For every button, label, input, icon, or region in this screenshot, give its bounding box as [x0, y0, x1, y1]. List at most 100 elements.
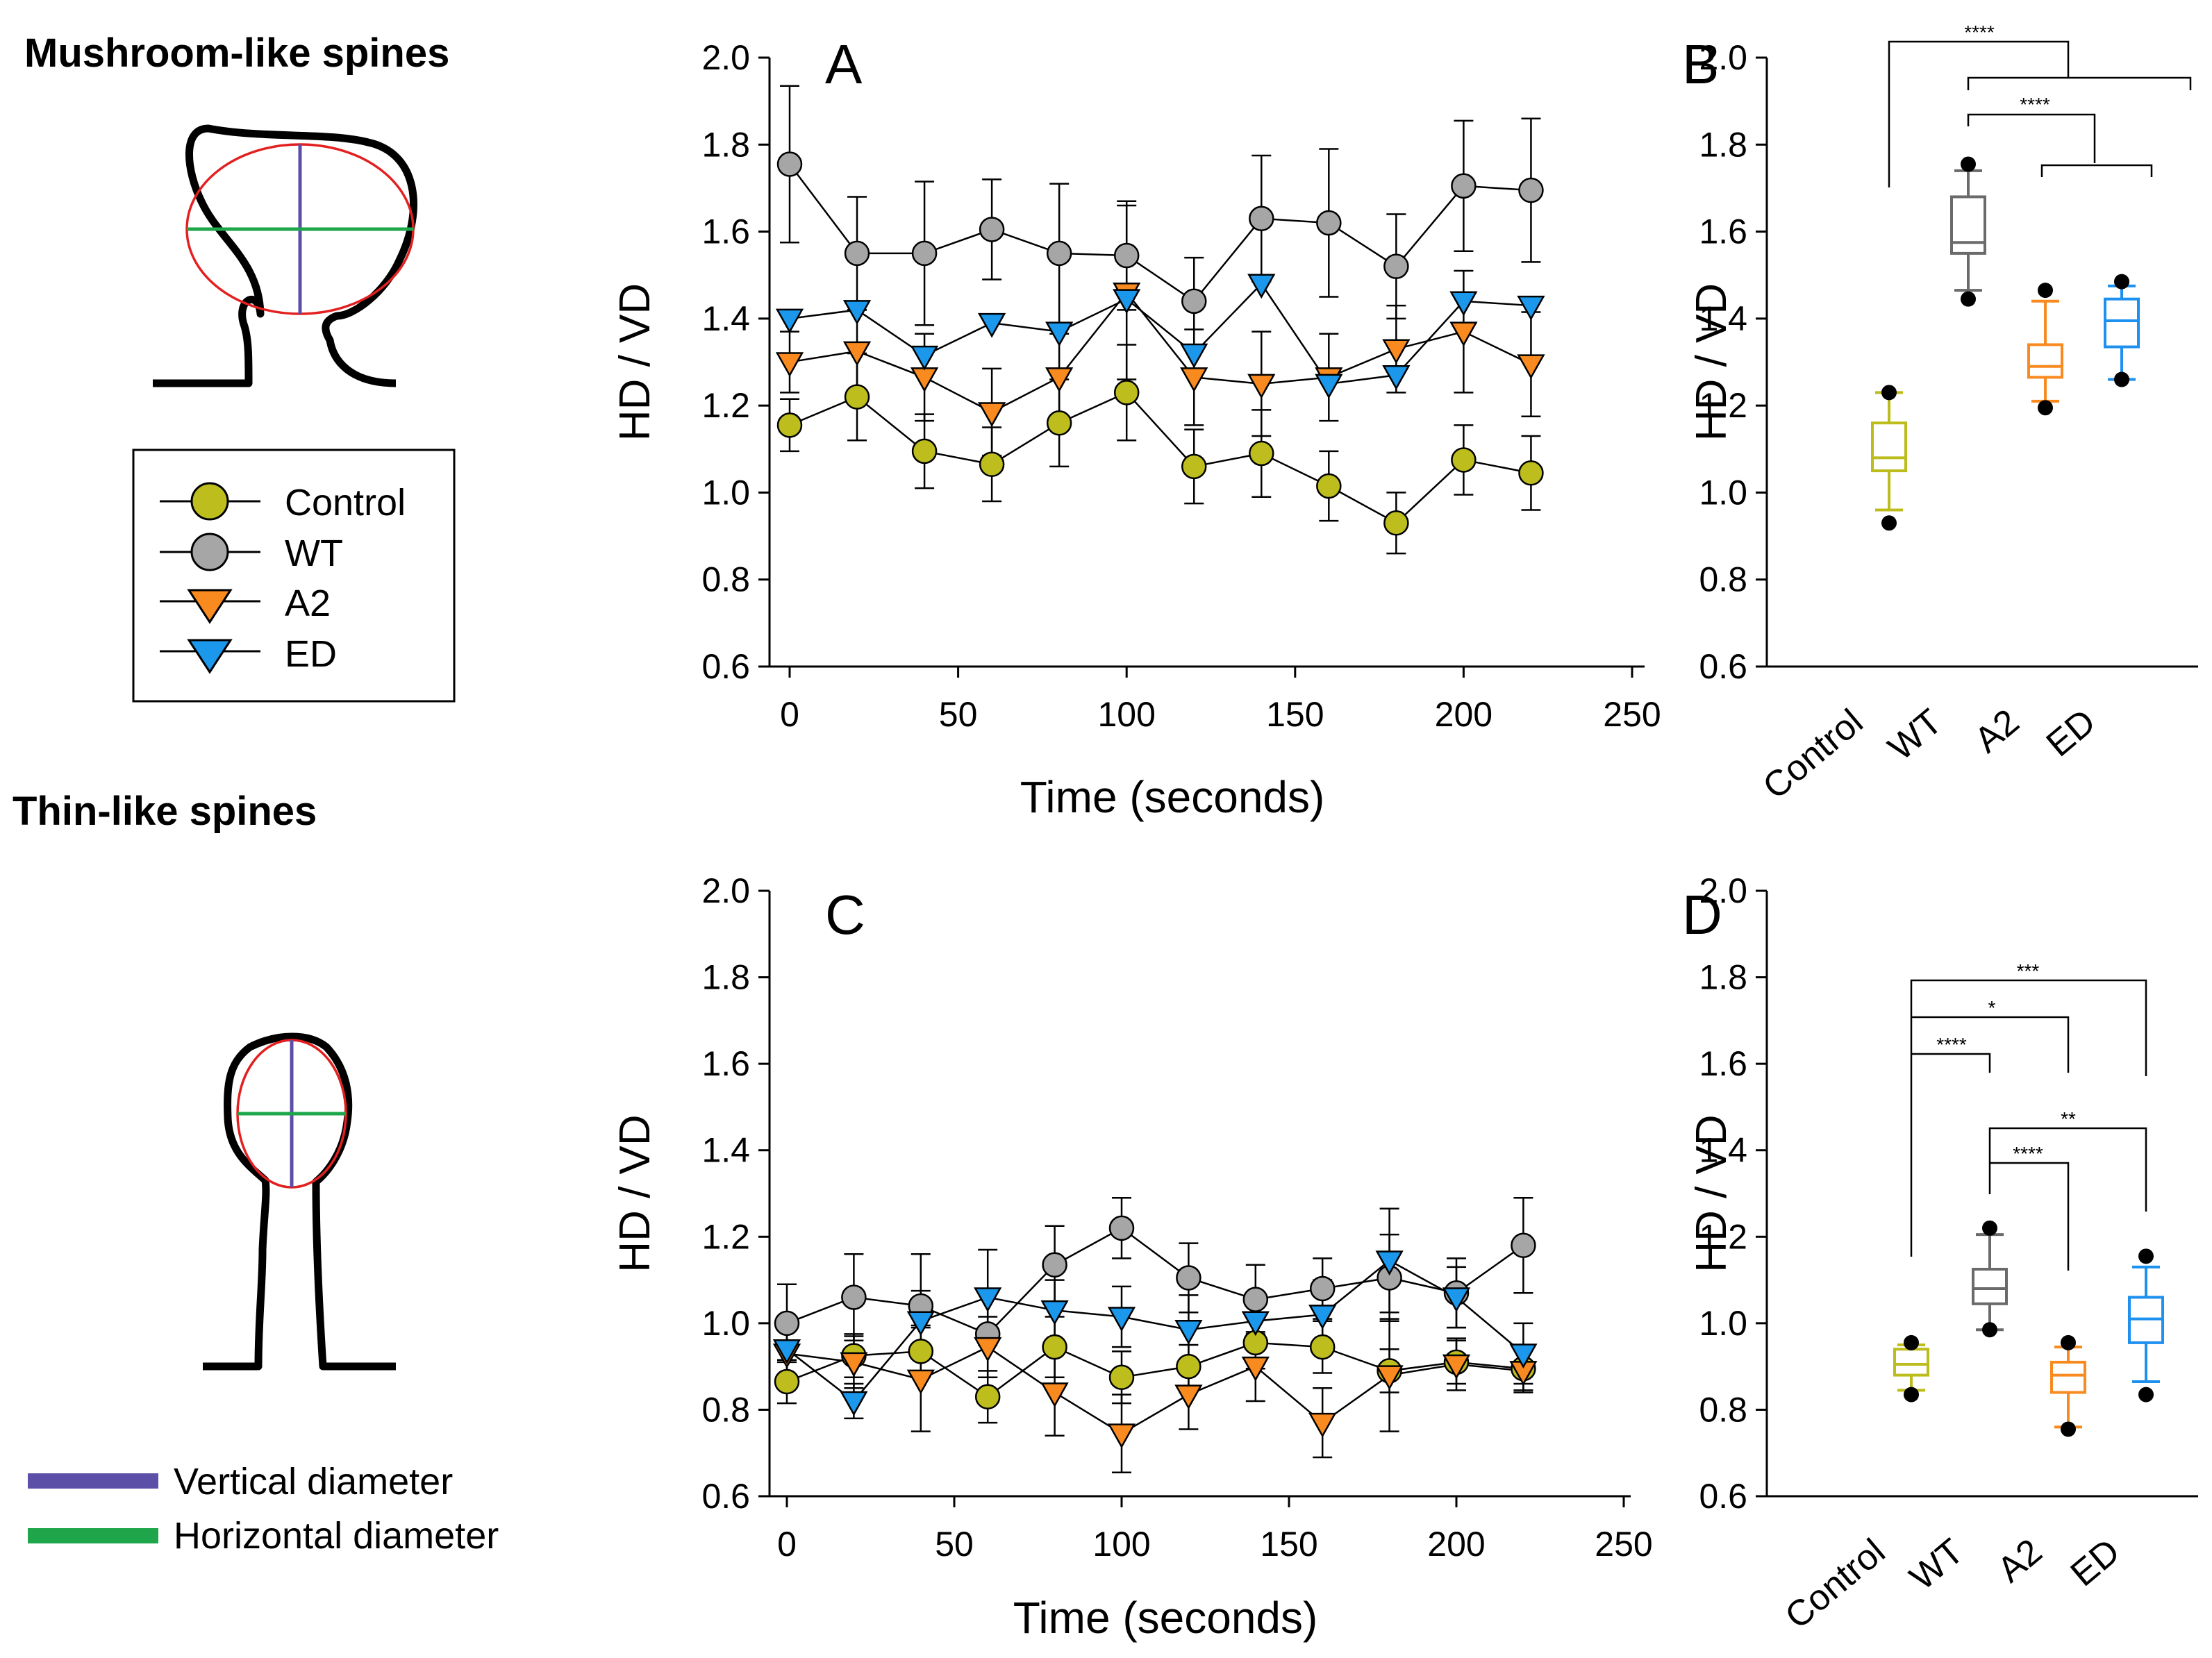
- outlier-point: [2138, 1248, 2154, 1264]
- data-point-a2: [910, 367, 939, 392]
- data-point-a2: [974, 1337, 1002, 1362]
- box-wt: [1950, 156, 1986, 307]
- data-point-ed: [1308, 1305, 1337, 1330]
- data-point-ed: [1382, 365, 1411, 390]
- chart-panel-c: 2.0 1.8 1.6 1.4 1.2 1.0 0.8 0.6 HD / VD C 0 50 100 15…: [611, 871, 1653, 1643]
- data-point-control: [1309, 1334, 1336, 1360]
- a2-marker-icon: [187, 589, 233, 624]
- significance-label: ****: [2020, 94, 2050, 115]
- significance-bracket: [1888, 40, 2070, 187]
- chart-panel-d: 2.0 1.8 1.6 1.4 1.2 1.0 0.8 0.6 HD / VD D Control W…: [1682, 871, 2198, 1637]
- box-control: [1893, 1334, 1929, 1402]
- data-point-ed: [1040, 1300, 1069, 1325]
- data-point-a2: [1040, 1382, 1069, 1408]
- box-a2: [2050, 1334, 2086, 1437]
- data-point-wt: [1249, 206, 1274, 232]
- thin-spine-outline: [203, 1032, 396, 1371]
- data-point-ed: [906, 1311, 935, 1337]
- outlier-point: [2114, 274, 2129, 290]
- panel-label: B: [1682, 33, 1719, 95]
- data-point-ed: [910, 345, 939, 371]
- box-ed: [2128, 1248, 2164, 1402]
- data-point-ed: [840, 1391, 868, 1416]
- data-point-wt: [1108, 1215, 1135, 1241]
- x-tick-label: 50: [935, 1525, 974, 1564]
- outlier-point: [1904, 1387, 1919, 1402]
- data-point-ed: [1315, 374, 1343, 399]
- y-tick-label: 0.8: [701, 1390, 750, 1429]
- box-iqr: [2050, 1360, 2086, 1394]
- y-tick-label: 1.6: [1699, 1044, 1747, 1083]
- x-category-label: A2: [1990, 1531, 2049, 1590]
- data-point-ed: [1174, 1319, 1203, 1345]
- series-a2: [777, 1316, 1533, 1473]
- data-point-ed: [977, 312, 1006, 338]
- thin-title: Thin-like spines: [13, 789, 317, 834]
- data-point-ed: [1449, 291, 1478, 317]
- outlier-point: [2138, 1387, 2154, 1402]
- horizontal-diameter-label: Horizontal diameter: [174, 1515, 499, 1557]
- data-point-ed: [1247, 274, 1276, 299]
- y-tick-label: 1.0: [1699, 473, 1747, 512]
- y-tick-label: 0.6: [1699, 647, 1747, 686]
- data-point-control: [1316, 473, 1342, 499]
- outlier-point: [1904, 1334, 1919, 1350]
- significance-label: **: [2061, 1108, 2076, 1130]
- panel-label: D: [1682, 884, 1722, 946]
- data-point-a2: [1308, 1412, 1337, 1438]
- series-line: [786, 1259, 1524, 1402]
- outlier-point: [2114, 371, 2129, 387]
- legend-item-control: Control: [160, 482, 406, 524]
- y-tick-label: 1.8: [701, 958, 750, 997]
- series-wt: [777, 1196, 1533, 1378]
- data-point-wt: [979, 217, 1005, 242]
- data-point-a2: [1375, 1365, 1404, 1391]
- data-point-wt: [774, 1310, 800, 1337]
- legend-label-a2: A2: [285, 583, 331, 624]
- x-category-label: ED: [2063, 1531, 2128, 1594]
- data-point-control: [1113, 380, 1140, 405]
- outlier-point: [2061, 1334, 2076, 1350]
- legend-item-ed: ED: [160, 633, 337, 675]
- significance-label: ***: [2017, 960, 2040, 982]
- data-point-a2: [840, 1352, 868, 1378]
- data-point-control: [974, 1384, 1001, 1409]
- legend-label-control: Control: [285, 482, 406, 524]
- data-point-ed: [1509, 1343, 1538, 1369]
- data-point-wt: [1176, 1265, 1201, 1291]
- panel-label: A: [825, 33, 863, 95]
- data-point-control: [1176, 1353, 1201, 1380]
- y-axis-label: HD / VD: [1688, 1114, 1736, 1272]
- outlier-point: [2038, 400, 2053, 416]
- data-point-wt: [1383, 253, 1409, 279]
- significance-bracket: [1911, 1053, 1991, 1073]
- legend-label-wt: WT: [285, 533, 343, 574]
- series-ed: [777, 1207, 1533, 1420]
- data-point-control: [911, 438, 938, 464]
- x-tick-label: 150: [1266, 695, 1324, 734]
- x-tick-label: 50: [939, 695, 978, 734]
- data-point-control: [776, 412, 803, 438]
- wt-marker-icon: [190, 533, 229, 571]
- x-tick-label: 100: [1092, 1525, 1150, 1564]
- data-point-wt: [911, 240, 938, 267]
- y-tick-label: 2.0: [701, 38, 750, 77]
- outlier-point: [1881, 385, 1897, 401]
- data-point-control: [1383, 510, 1409, 536]
- data-point-a2: [1045, 367, 1074, 392]
- ed-marker-icon: [187, 639, 233, 674]
- y-tick-label: 1.4: [1699, 299, 1747, 338]
- y-tick-label: 0.6: [701, 647, 750, 686]
- x-tick-label: 0: [777, 1525, 797, 1564]
- x-category-label: A2: [1967, 701, 2027, 760]
- y-tick-label: 0.8: [1699, 560, 1747, 599]
- series-control: [780, 344, 1541, 555]
- data-point-a2: [977, 402, 1006, 428]
- significance-label: ****: [1964, 22, 1995, 43]
- data-point-wt: [1451, 173, 1477, 199]
- significance-bracket: [1988, 1127, 2147, 1212]
- significance-bracket: [1910, 979, 2147, 1257]
- y-tick-label: 2.0: [1699, 38, 1747, 77]
- box-iqr: [2104, 297, 2140, 349]
- data-point-ed: [1241, 1311, 1270, 1337]
